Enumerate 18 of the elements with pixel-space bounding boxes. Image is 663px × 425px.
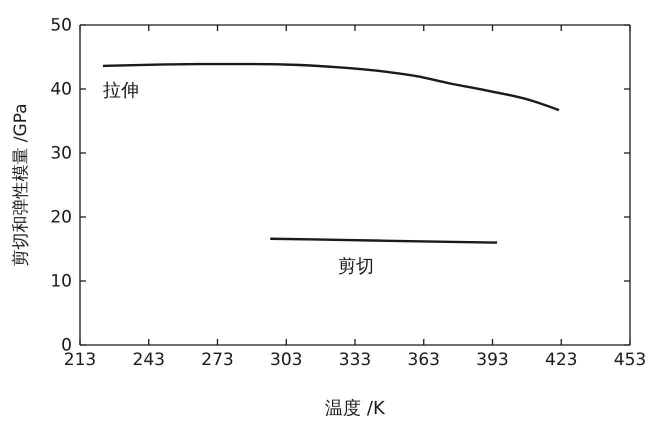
series-label: 拉伸 [102, 80, 139, 101]
line-series [102, 62, 560, 112]
y-tick-label: 20 [50, 207, 72, 228]
y-tick-label: 50 [50, 15, 72, 36]
y-tick-label: 40 [50, 79, 72, 100]
x-tick-label: 273 [201, 350, 234, 370]
x-axis-title: 温度 /K [325, 398, 386, 419]
x-tick-label: 393 [476, 350, 509, 370]
x-tick-label: 243 [132, 350, 165, 370]
y-tick-label: 30 [50, 143, 72, 164]
y-tick-label: 10 [50, 271, 72, 292]
series-label: 剪切 [338, 256, 374, 278]
x-tick-label: 363 [408, 350, 440, 370]
x-tick-label: 453 [614, 350, 646, 370]
x-tick-label: 423 [545, 350, 578, 370]
x-tick-label: 333 [338, 350, 372, 370]
x-tick-label: 303 [270, 350, 302, 370]
y-axis-title: 剪切和弹性模量 /GPa [11, 103, 31, 267]
